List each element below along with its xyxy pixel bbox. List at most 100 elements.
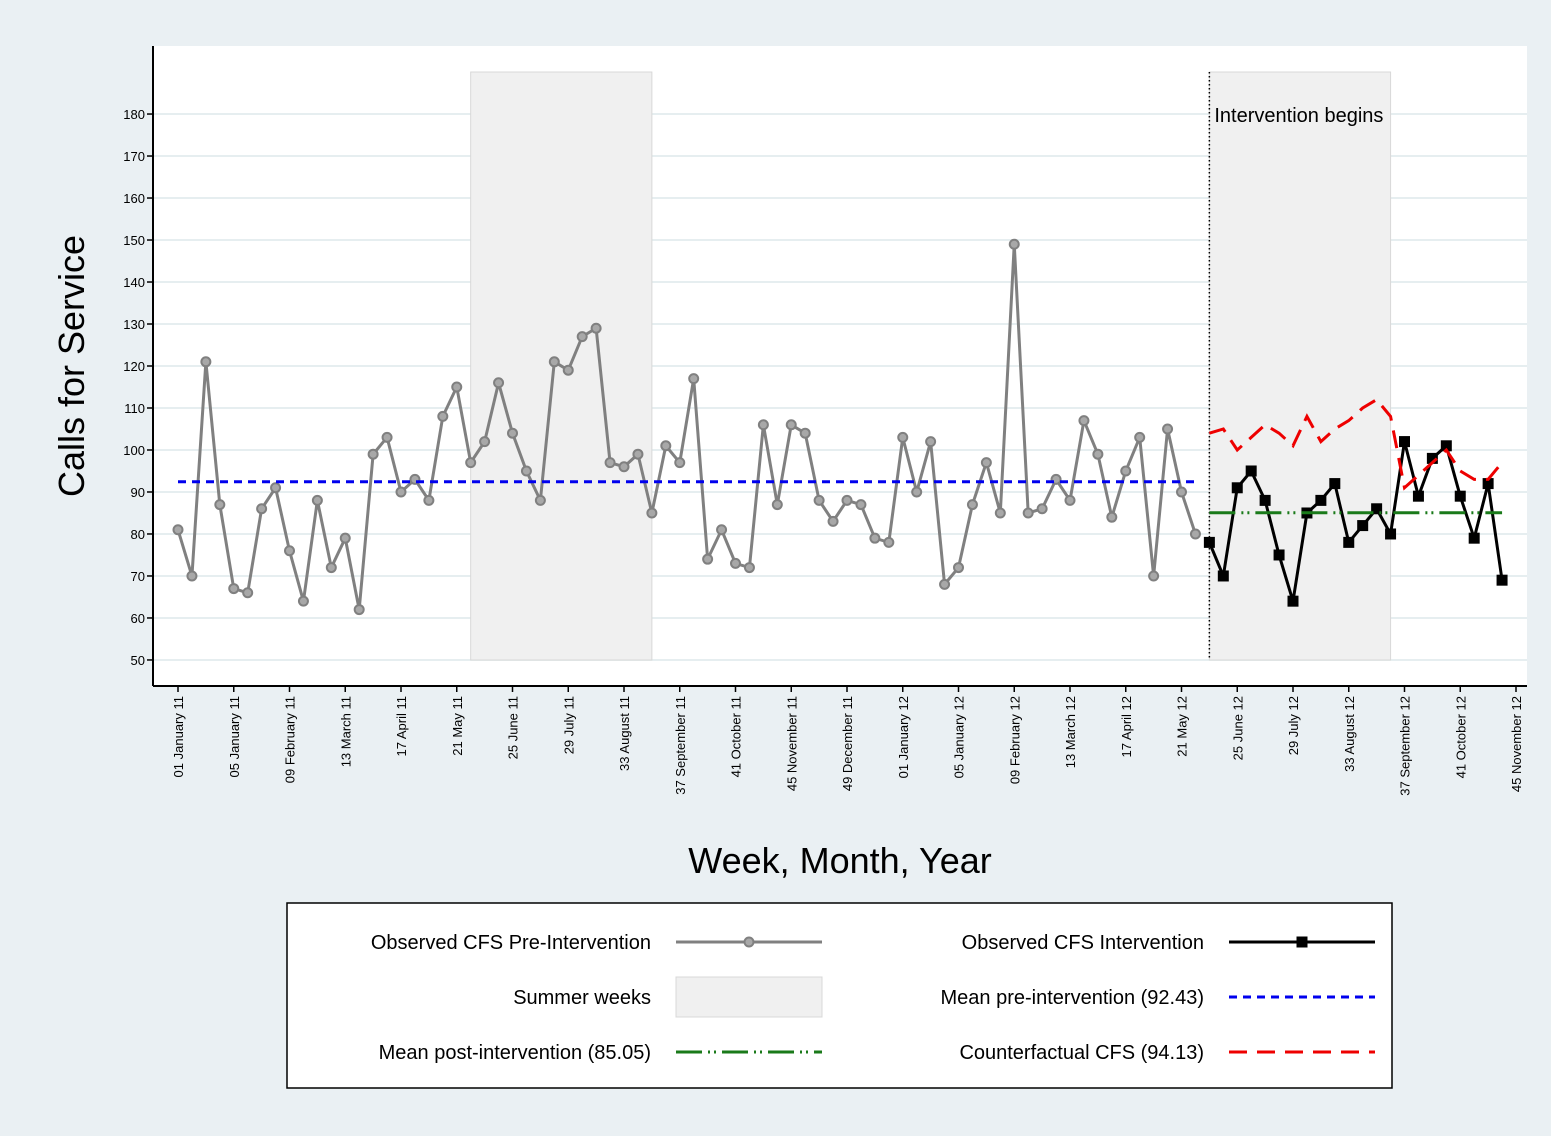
data-point — [925, 436, 937, 448]
data-point — [1064, 494, 1076, 506]
data-point — [757, 419, 769, 431]
x-tick-label: 09 February 11 — [283, 696, 298, 783]
data-point — [451, 381, 463, 393]
data-point — [1426, 452, 1438, 464]
x-tick-label: 29 July 11 — [561, 696, 576, 754]
x-tick-label: 41 October 12 — [1453, 696, 1468, 778]
y-tick-label: 70 — [131, 569, 145, 584]
y-tick-label: 100 — [123, 443, 145, 458]
data-point — [1217, 570, 1229, 582]
data-point — [980, 457, 992, 469]
data-point — [966, 499, 978, 511]
x-tick-label: 05 January 11 — [227, 696, 242, 777]
data-point — [311, 494, 323, 506]
y-tick-label: 120 — [123, 359, 145, 374]
data-point — [339, 532, 351, 544]
data-point — [994, 507, 1006, 519]
data-point — [618, 461, 630, 473]
data-point — [841, 494, 853, 506]
data-point — [1106, 511, 1118, 523]
data-point — [1287, 595, 1299, 607]
x-tick-label: 33 August 12 — [1342, 696, 1357, 772]
y-tick-label: 50 — [131, 653, 145, 668]
x-tick-label: 05 January 12 — [952, 696, 967, 778]
x-tick-label: 01 January 11 — [171, 696, 186, 777]
data-point — [507, 427, 518, 439]
data-point — [284, 545, 295, 557]
data-point — [562, 364, 574, 376]
data-point — [1482, 478, 1494, 490]
data-point — [590, 322, 602, 334]
y-tick-label: 110 — [124, 401, 145, 416]
series-line — [1208, 397, 1504, 491]
data-point — [953, 562, 964, 574]
data-point — [1315, 494, 1327, 506]
legend-label: Observed CFS Intervention — [962, 932, 1204, 954]
data-point — [367, 448, 379, 460]
data-point — [548, 356, 560, 368]
data-point — [1468, 532, 1480, 544]
x-tick-label: 17 April 12 — [1119, 696, 1134, 757]
x-tick-label: 37 September 11 — [673, 696, 688, 795]
data-point — [799, 427, 811, 439]
data-point — [242, 587, 254, 599]
data-point — [1371, 503, 1383, 515]
y-axis-label: Calls for Service — [51, 235, 92, 497]
legend-box — [286, 902, 1393, 1089]
data-point — [1440, 440, 1452, 452]
x-tick-label: 49 December 11 — [840, 696, 855, 791]
data-point — [1412, 490, 1424, 502]
data-point — [883, 536, 895, 548]
x-tick-label: 21 May 11 — [450, 696, 465, 756]
data-point — [1343, 536, 1355, 548]
data-point — [200, 356, 212, 368]
data-point — [520, 465, 532, 477]
x-tick-label: 13 March 12 — [1063, 696, 1078, 768]
data-point — [256, 503, 268, 515]
y-tick-label: 90 — [131, 485, 145, 500]
data-point — [395, 486, 407, 498]
legend-swatch — [675, 976, 823, 1018]
data-point — [172, 524, 184, 536]
data-point — [1134, 431, 1146, 443]
x-tick-label: 41 October 11 — [729, 696, 744, 777]
series-line — [1207, 441, 1504, 602]
data-point — [1496, 574, 1508, 586]
data-point — [1148, 570, 1160, 582]
data-point — [743, 562, 755, 574]
legend-label: Counterfactual CFS (94.13) — [959, 1042, 1204, 1064]
data-point — [1203, 536, 1215, 548]
y-tick-label: 60 — [131, 611, 145, 626]
data-point — [479, 436, 491, 448]
x-tick-label: 45 November 11 — [784, 696, 799, 791]
data-point — [1329, 478, 1341, 490]
data-point — [911, 486, 923, 498]
y-tick-label: 80 — [131, 527, 145, 542]
series-line — [176, 244, 1197, 610]
x-tick-label: 25 June 11 — [506, 696, 521, 759]
data-point — [646, 507, 658, 519]
y-tick-label: 130 — [123, 317, 145, 332]
data-point — [186, 570, 198, 582]
x-tick-label: 21 May 12 — [1175, 696, 1190, 757]
data-point — [1399, 436, 1410, 448]
data-point — [785, 419, 797, 431]
legend-label: Mean post-intervention (85.05) — [379, 1042, 651, 1064]
x-tick-label: 13 March 11 — [338, 696, 353, 767]
data-point — [939, 578, 951, 590]
data-point — [270, 482, 282, 494]
legend-label: Observed CFS Pre-Intervention — [371, 932, 651, 954]
legend-marker — [1296, 936, 1308, 948]
data-point — [855, 499, 867, 511]
legend-label: Summer weeks — [513, 987, 651, 1009]
data-point — [897, 431, 909, 443]
data-point — [353, 604, 365, 616]
x-tick-label: 17 April 11 — [394, 696, 409, 756]
summer-shade — [1208, 71, 1392, 661]
data-point — [730, 557, 741, 569]
data-point — [423, 494, 435, 506]
data-point — [827, 515, 839, 527]
x-axis-label: Week, Month, Year — [688, 840, 992, 881]
legend-marker — [743, 936, 755, 948]
